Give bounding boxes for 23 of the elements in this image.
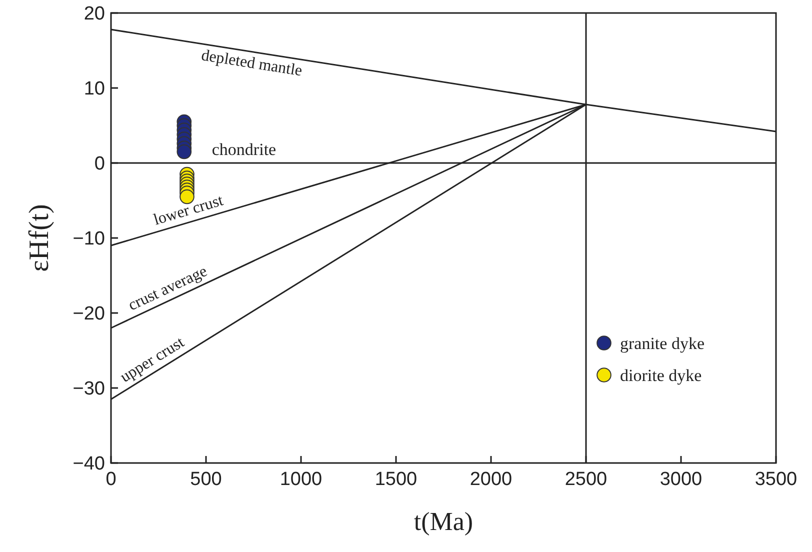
x-tick-label: 500: [190, 469, 222, 490]
y-tick-label: −30: [72, 378, 105, 400]
x-tick-label: 1000: [280, 469, 322, 490]
x-axis-title: t(Ma): [414, 507, 474, 536]
x-tick-label: 3000: [660, 469, 702, 490]
ref-line-label: chondrite: [212, 140, 276, 159]
y-tick-label: −40: [72, 454, 105, 475]
x-tick-label: 1500: [374, 469, 418, 490]
x-tick-label: 3500: [754, 469, 798, 490]
legend-label: diorite dyke: [620, 366, 702, 385]
x-tick-label: 2000: [470, 469, 512, 490]
legend-label: granite dyke: [620, 334, 704, 353]
y-tick-label: 20: [84, 4, 105, 25]
y-tick-label: −20: [72, 304, 105, 325]
y-tick-label: −10: [72, 228, 105, 250]
x-tick-label: 2500: [564, 469, 608, 490]
y-axis-title: εHf(t): [24, 204, 55, 272]
text: lower crust: [152, 192, 226, 229]
text: crust average: [126, 262, 210, 314]
text: depleted mantle: [200, 47, 304, 80]
text: upper crust: [118, 334, 188, 386]
y-tick-label: 0: [94, 154, 105, 175]
y-tick-label: 10: [84, 78, 105, 100]
